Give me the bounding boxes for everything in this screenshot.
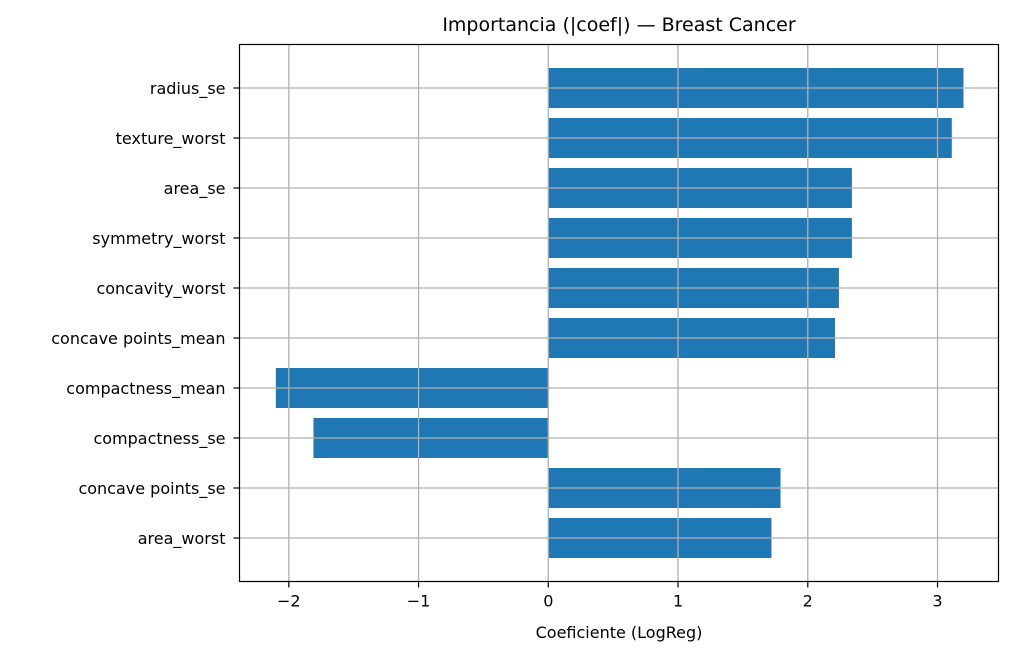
- y-tick-label: compactness_se: [93, 429, 225, 449]
- x-tick-label: −2: [277, 592, 301, 611]
- chart-title: Importancia (|coef|) — Breast Cancer: [442, 14, 796, 36]
- y-tick-label: radius_se: [150, 79, 226, 99]
- y-tick-label: area_worst: [138, 529, 226, 549]
- y-tick-label: concave points_se: [78, 479, 225, 499]
- x-axis-label: Coeficiente (LogReg): [536, 623, 703, 642]
- y-tick-label: texture_worst: [116, 129, 226, 149]
- x-tick-label: −1: [407, 592, 431, 611]
- x-tick-label: 2: [803, 592, 813, 611]
- y-tick-label: area_se: [164, 179, 226, 199]
- x-axis: −2 −1 0 1 2 3: [277, 581, 943, 611]
- grid: [239, 44, 999, 582]
- y-tick-label: compactness_mean: [66, 379, 225, 399]
- plot-frame: [238, 43, 1000, 583]
- x-tick-label: 3: [932, 592, 942, 611]
- y-tick-label: concavity_worst: [96, 279, 225, 299]
- y-axis: radius_se texture_worst area_se symmetry_wo…: [51, 79, 240, 549]
- y-tick-label: symmetry_worst: [92, 229, 225, 249]
- x-tick-label: 0: [543, 592, 553, 611]
- x-tick-label: 1: [673, 592, 683, 611]
- y-tick-label: concave points_mean: [51, 329, 225, 349]
- bars: [275, 68, 964, 558]
